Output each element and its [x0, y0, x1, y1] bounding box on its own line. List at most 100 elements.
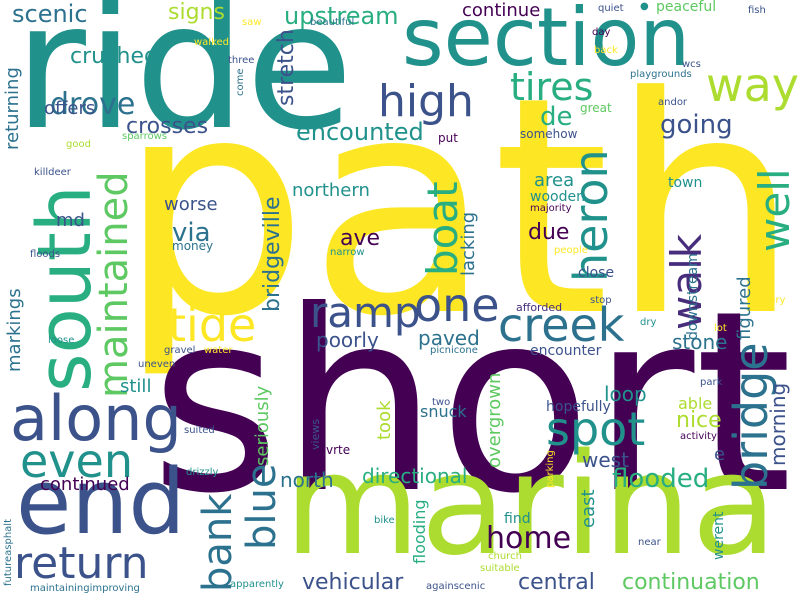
word-water: water [204, 345, 233, 356]
word-near: near [638, 537, 661, 548]
word-put: put [438, 131, 458, 145]
word-killdeer: killdeer [34, 167, 71, 178]
word-somehow: somehow [520, 127, 578, 141]
word-werent: werent [711, 511, 727, 561]
word-quiet: quiet [598, 3, 624, 14]
word-stretch: stretch [274, 29, 299, 106]
word-flooding: flooding [410, 499, 429, 564]
word-crushed: crushed [70, 44, 158, 69]
word-downstream: downstream [685, 253, 701, 340]
word-vrte: vrte [326, 443, 351, 457]
word-continued: continued [40, 474, 130, 495]
word-nice: nice [676, 408, 722, 433]
word-peaceful: peaceful [656, 0, 717, 15]
word-fish: fish [748, 5, 766, 16]
word-end: end [16, 450, 186, 555]
word-maintainingimproving: maintainingimproving [30, 583, 140, 594]
word-apparently: apparently [230, 579, 284, 590]
word-snuck: snuck [420, 402, 467, 421]
word-blue: blue [239, 463, 285, 550]
word-md: md [56, 210, 85, 231]
word-wooden: wooden [530, 189, 585, 205]
word-encounter: encounter [530, 343, 602, 359]
word-loop: loop [604, 382, 647, 406]
word-sparrows: sparrows [122, 131, 168, 142]
word-uneven: uneven [138, 359, 176, 370]
word-spot: spot [546, 402, 646, 456]
word-three: three [228, 55, 255, 66]
word-way: way [706, 58, 800, 112]
word-north: north [280, 468, 334, 492]
word-futureasphalt: futureasphalt [3, 518, 14, 586]
word-going: going [660, 110, 733, 140]
word-bridgeville: bridgeville [260, 196, 285, 312]
word-seriously: seriously [252, 385, 273, 466]
word-againscenic: againscenic [426, 581, 486, 592]
word-lacking: lacking [458, 211, 479, 276]
word-one: one [414, 278, 500, 332]
word-along: along [10, 382, 182, 455]
word-central: central [518, 570, 595, 595]
word-marina: marina [284, 424, 778, 587]
word-upstream: upstream [284, 2, 399, 30]
word-worse: worse [164, 194, 218, 215]
word-loose: loose [48, 335, 75, 346]
word-activity: activity [680, 431, 717, 442]
word-people: people [554, 245, 588, 256]
word-drove: drove [50, 87, 136, 122]
word-markings: markings [4, 288, 25, 372]
word-come: come [235, 68, 246, 96]
word-church: church [488, 551, 522, 562]
word-creek: creek [498, 298, 625, 352]
word-ave: ave [340, 226, 381, 251]
word-narrow: narrow [330, 247, 365, 258]
word-figured: figured [734, 276, 755, 340]
word-took: took [374, 400, 395, 440]
word-west: west [582, 448, 629, 472]
word-signs: signs [168, 0, 225, 25]
word-andor: andor [658, 97, 688, 108]
word-picnicone: picnicone [430, 345, 478, 356]
word-dry: dry [640, 317, 657, 328]
word-returning: returning [2, 67, 23, 150]
word-bike: bike [374, 515, 395, 526]
word-maintained: maintained [91, 171, 137, 398]
word-pace: ● [640, 1, 649, 12]
word-playgrounds: playgrounds [630, 69, 692, 80]
word-lot: lot [714, 323, 727, 334]
word-park: park [700, 377, 723, 388]
word-e: e [714, 444, 726, 465]
word-still: still [120, 376, 152, 397]
word-tide: tide [168, 298, 257, 352]
word-drizzly: drizzly [186, 467, 219, 478]
word-suitable: suitable [480, 563, 520, 574]
word-even: even [20, 434, 133, 488]
word-short: short [150, 257, 793, 548]
word-majority: majority [530, 203, 572, 214]
word-path: path [118, 33, 800, 382]
word-northern: northern [292, 180, 370, 201]
word-good: good [66, 139, 91, 150]
word-overgrown: overgrown [484, 372, 505, 468]
word-beautiful: beautiful [310, 17, 355, 28]
word-great: great [580, 101, 612, 115]
word-section: section [402, 0, 691, 84]
word-views: views [309, 418, 322, 450]
word-able: able [678, 394, 713, 413]
word-town: town [668, 175, 703, 191]
word-floods: floods [30, 249, 61, 260]
word-scenic: scenic [12, 0, 88, 28]
word-high: high [378, 76, 474, 127]
word-scenery: scenery [746, 295, 786, 306]
word-area: area [534, 170, 575, 191]
word-find: find [504, 511, 531, 527]
word-saw: saw [242, 17, 262, 28]
word-ramp: ramp [310, 288, 421, 337]
word-flooded: flooded [612, 464, 710, 494]
word-east: east [578, 489, 599, 528]
word-hopefully: hopefully [546, 399, 611, 415]
word-suited: suited [184, 425, 215, 436]
word-wcs: wcs [682, 59, 701, 70]
word-parking: parking [545, 450, 556, 488]
